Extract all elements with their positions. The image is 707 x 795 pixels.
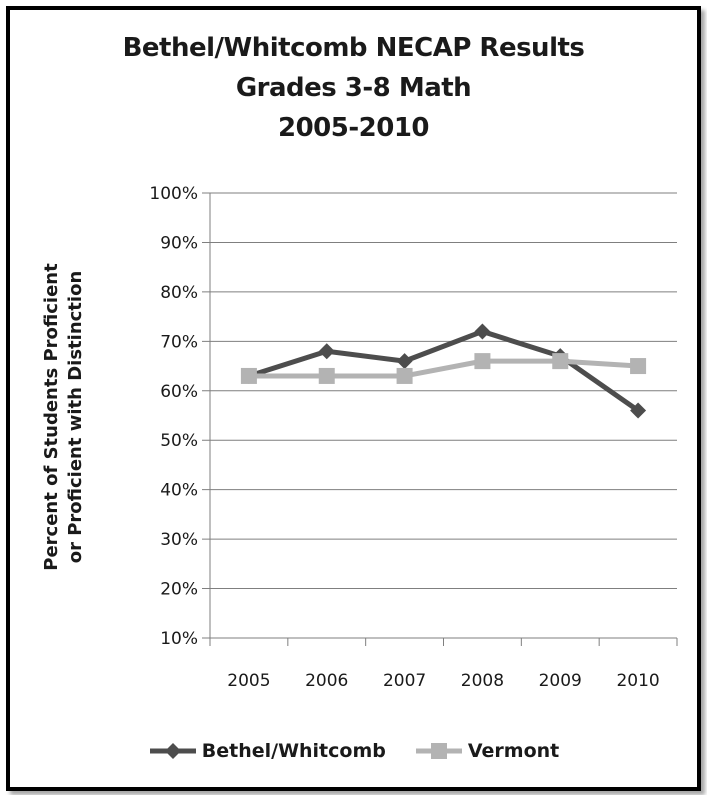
y-tick-label: 90%: [160, 233, 198, 253]
data-point-vermont: [396, 367, 413, 384]
y-tick-label: 70%: [160, 332, 198, 352]
y-tick-label: 40%: [160, 481, 198, 501]
data-point-vermont: [474, 353, 491, 370]
y-tick-label: 50%: [160, 431, 198, 451]
legend-swatch: [415, 743, 462, 759]
y-tick-label: 10%: [160, 629, 198, 649]
x-tick-label: 2009: [539, 671, 582, 691]
x-tick-label: 2005: [227, 671, 270, 691]
x-tick-label: 2007: [383, 671, 426, 691]
y-tick-label: 60%: [160, 382, 198, 402]
legend-label: Bethel/Whitcomb: [201, 740, 386, 762]
data-point-vermont: [552, 353, 569, 370]
legend-item-vermont: Vermont: [414, 739, 559, 763]
chart-title-line-2: Grades 3-8 Math: [235, 73, 472, 103]
chart-title-line-3: 2005-2010: [277, 113, 430, 143]
legend-label: Vermont: [467, 740, 560, 762]
data-point-vermont: [240, 367, 257, 384]
y-tick-label: 30%: [160, 530, 198, 550]
chart-title-line-1: Bethel/Whitcomb NECAP Results: [122, 33, 585, 63]
chart-title: Bethel/Whitcomb NECAP Results Grades 3-8…: [0, 28, 707, 148]
legend: Bethel/Whitcomb Vermont: [0, 735, 707, 767]
data-point-bethel-whitcomb: [318, 343, 335, 360]
x-tick-label: 2006: [305, 671, 348, 691]
chart-frame: [6, 6, 701, 791]
y-tick-label: 20%: [160, 580, 198, 600]
data-point-bethel-whitcomb: [474, 323, 491, 340]
y-tick-label: 100%: [149, 184, 198, 204]
legend-marker: [430, 743, 447, 759]
legend-marker: [164, 743, 181, 759]
y-tick-label: 80%: [160, 283, 198, 303]
data-point-bethel-whitcomb: [396, 353, 413, 370]
legend-item-bethel-whitcomb: Bethel/Whitcomb: [148, 739, 386, 763]
series-line-vermont: [248, 358, 639, 379]
x-tick-label: 2010: [616, 671, 659, 691]
data-point-vermont: [630, 358, 647, 375]
legend-swatch: [149, 743, 196, 759]
data-point-vermont: [318, 367, 335, 384]
data-point-bethel-whitcomb: [630, 402, 647, 419]
series-line-bethel-whitcomb: [248, 328, 640, 413]
x-tick-label: 2008: [461, 671, 504, 691]
